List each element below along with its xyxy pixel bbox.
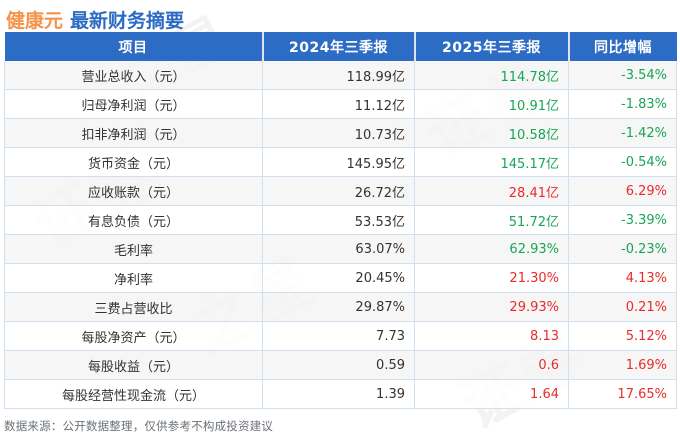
cell-item-label: 有息负债（元）: [4, 205, 263, 235]
cell-item-label: 扣非净利润（元）: [4, 118, 263, 148]
cell-yoy-change: 4.13%: [568, 263, 677, 293]
cell-value-2024: 63.07%: [262, 234, 415, 264]
cell-value-2024: 145.95亿: [262, 147, 415, 177]
cell-item-label: 归母净利润（元）: [4, 89, 263, 119]
cell-yoy-change: -0.54%: [568, 147, 677, 177]
cell-yoy-change: -0.23%: [568, 234, 677, 264]
cell-yoy-change: 17.65%: [568, 379, 677, 409]
table-row: 营业总收入（元） 118.99亿 114.78亿 -3.54%: [4, 61, 677, 90]
table-row: 三费占营收比 29.87% 29.93% 0.21%: [4, 292, 677, 322]
cell-value-2024: 20.45%: [262, 263, 415, 293]
cell-value-2025: 10.58亿: [414, 118, 569, 148]
page-title: 健康元 最新财务摘要: [0, 0, 680, 32]
cell-value-2024: 11.12亿: [262, 89, 415, 119]
company-name: 健康元: [6, 10, 64, 32]
table-row: 净利率 20.45% 21.30% 4.13%: [4, 263, 677, 293]
cell-item-label: 货币资金（元）: [4, 147, 263, 177]
table-row: 每股收益（元） 0.59 0.6 1.69%: [4, 350, 677, 380]
cell-value-2025: 8.13: [414, 321, 569, 351]
cell-value-2025: 1.64: [414, 379, 569, 409]
data-source-footnote: 数据来源：公开数据整理，仅供参考不构成投资建议: [4, 419, 274, 433]
table-row: 货币资金（元） 145.95亿 145.17亿 -0.54%: [4, 147, 677, 177]
table-row: 毛利率 63.07% 62.93% -0.23%: [4, 234, 677, 264]
cell-value-2024: 7.73: [262, 321, 415, 351]
cell-yoy-change: -3.39%: [568, 205, 677, 235]
cell-yoy-change: 5.12%: [568, 321, 677, 351]
table-row: 应收账款（元） 26.72亿 28.41亿 6.29%: [4, 176, 677, 206]
column-header-year-2024: 2024年三季报: [262, 32, 416, 61]
column-header-item: 项目: [4, 32, 264, 61]
table-body: 营业总收入（元） 118.99亿 114.78亿 -3.54% 归母净利润（元） 11.1…: [4, 61, 677, 409]
cell-value-2025: 0.6: [414, 350, 569, 380]
cell-value-2025: 114.78亿: [414, 61, 569, 90]
table-row: 每股经营性现金流（元） 1.39 1.64 17.65%: [4, 379, 677, 409]
cell-item-label: 每股经营性现金流（元）: [4, 379, 263, 409]
cell-yoy-change: -3.54%: [568, 61, 677, 90]
column-header-year-2025: 2025年三季报: [414, 32, 570, 61]
cell-value-2024: 10.73亿: [262, 118, 415, 148]
financial-summary-table: 项目 2024年三季报 2025年三季报 同比增幅 营业总收入（元） 118.99…: [4, 32, 677, 409]
cell-value-2024: 29.87%: [262, 292, 415, 322]
cell-value-2024: 26.72亿: [262, 176, 415, 206]
cell-yoy-change: -1.83%: [568, 89, 677, 119]
cell-item-label: 净利率: [4, 263, 263, 293]
cell-item-label: 每股收益（元）: [4, 350, 263, 380]
cell-yoy-change: 0.21%: [568, 292, 677, 322]
cell-value-2025: 145.17亿: [414, 147, 569, 177]
cell-yoy-change: 6.29%: [568, 176, 677, 206]
cell-value-2025: 29.93%: [414, 292, 569, 322]
cell-yoy-change: 1.69%: [568, 350, 677, 380]
table-row: 有息负债（元） 53.53亿 51.72亿 -3.39%: [4, 205, 677, 235]
table-row: 每股净资产（元） 7.73 8.13 5.12%: [4, 321, 677, 351]
financial-summary-table-wrapper: 项目 2024年三季报 2025年三季报 同比增幅 营业总收入（元） 118.99…: [4, 32, 677, 409]
cell-value-2024: 0.59: [262, 350, 415, 380]
cell-item-label: 应收账款（元）: [4, 176, 263, 206]
column-header-yoy-change: 同比增幅: [568, 32, 677, 61]
cell-item-label: 每股净资产（元）: [4, 321, 263, 351]
cell-item-label: 毛利率: [4, 234, 263, 264]
table-header-row: 项目 2024年三季报 2025年三季报 同比增幅: [4, 32, 677, 61]
table-header: 项目 2024年三季报 2025年三季报 同比增幅: [4, 32, 677, 61]
table-row: 归母净利润（元） 11.12亿 10.91亿 -1.83%: [4, 89, 677, 119]
table-row: 扣非净利润（元） 10.73亿 10.58亿 -1.42%: [4, 118, 677, 148]
cell-value-2025: 10.91亿: [414, 89, 569, 119]
cell-value-2025: 51.72亿: [414, 205, 569, 235]
cell-value-2024: 118.99亿: [262, 61, 415, 90]
report-subject: 最新财务摘要: [70, 10, 185, 32]
cell-value-2025: 28.41亿: [414, 176, 569, 206]
cell-value-2024: 53.53亿: [262, 205, 415, 235]
cell-item-label: 三费占营收比: [4, 292, 263, 322]
cell-item-label: 营业总收入（元）: [4, 61, 263, 90]
cell-value-2025: 62.93%: [414, 234, 569, 264]
cell-yoy-change: -1.42%: [568, 118, 677, 148]
cell-value-2024: 1.39: [262, 379, 415, 409]
cell-value-2025: 21.30%: [414, 263, 569, 293]
